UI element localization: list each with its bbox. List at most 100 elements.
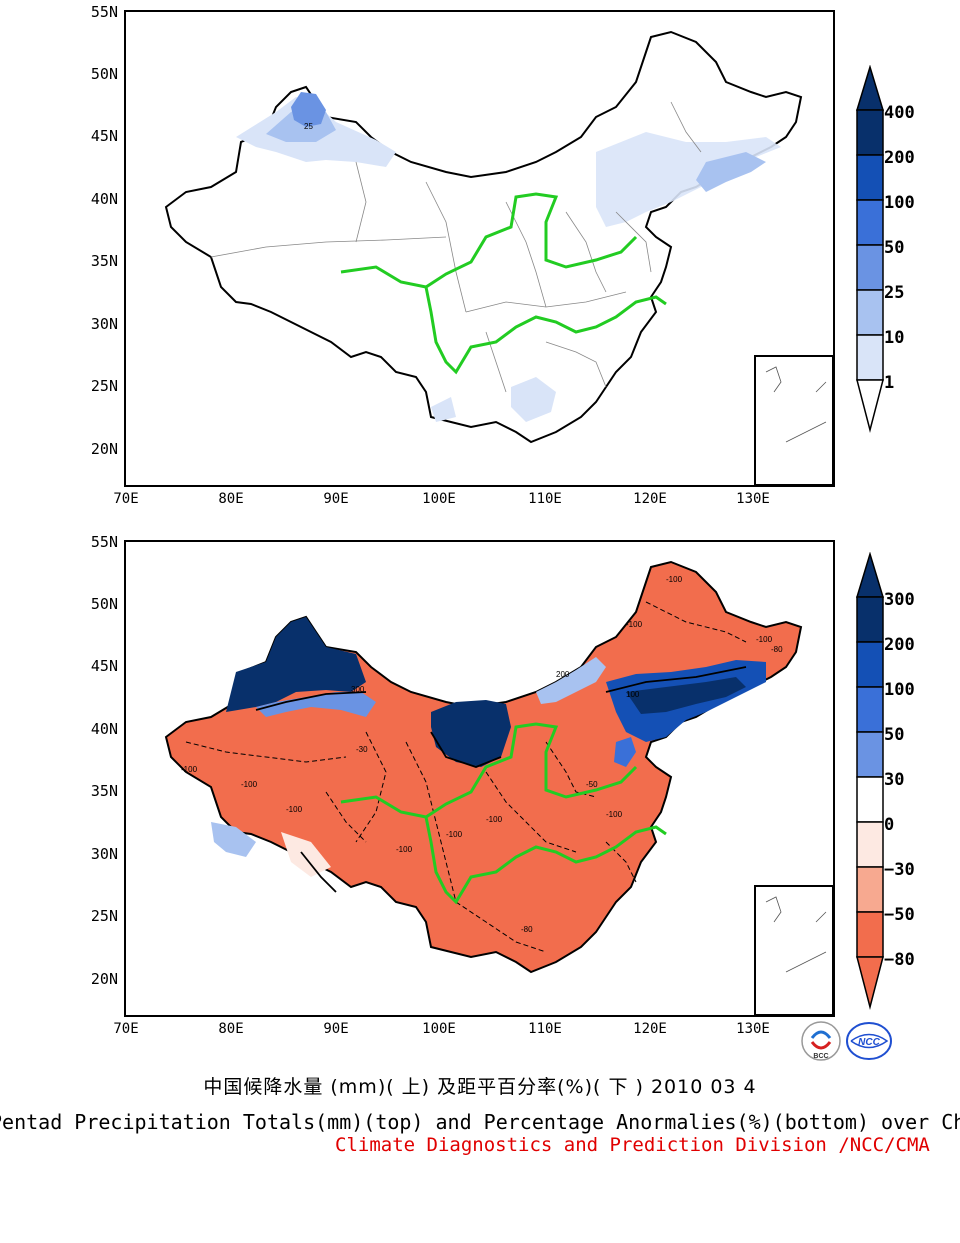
bottom-lat-25: 25N	[90, 907, 118, 925]
top-cbar-label-1: 1	[884, 373, 895, 393]
anomaly-northeast-core	[626, 677, 746, 714]
top-lon-130: 130E	[736, 491, 770, 507]
top-lat-25: 25N	[90, 377, 118, 395]
bottom-contour-label-7: -100	[286, 805, 303, 814]
bottom-contour-label-10: -100	[396, 845, 413, 854]
bottom-contour-label-5: -100	[181, 765, 198, 774]
top-colorbar-seg-100	[856, 199, 884, 246]
precip-shade-xinjiang-core	[291, 92, 326, 127]
bottom-colorbar-seg-300	[856, 596, 884, 643]
bottom-cbar-label-0: 0	[884, 815, 895, 835]
province-boundaries-top	[210, 101, 702, 393]
bottom-contour-label-13: 200	[556, 670, 570, 679]
top-colorbar-seg-200	[856, 154, 884, 201]
bottom-colorbar-seg-0	[856, 821, 884, 868]
top-lat-30: 30N	[90, 315, 118, 333]
bottom-colorbar-seg-m50	[856, 911, 884, 958]
bottom-colorbar	[855, 552, 885, 1010]
bottom-contour-label-14: 100	[626, 690, 640, 699]
top-cbar-label-50: 50	[884, 238, 905, 258]
top-lon-70: 70E	[113, 491, 139, 507]
top-lon-80: 80E	[218, 491, 244, 507]
bottom-lat-35: 35N	[90, 782, 118, 800]
bottom-contour-label-12: 300	[351, 685, 365, 694]
ncc-logo: NCC	[846, 1022, 892, 1060]
bottom-colorbar-seg-100	[856, 686, 884, 733]
yellow-river-top	[340, 192, 638, 289]
top-lat-35: 35N	[90, 252, 118, 270]
bottom-contour-label-3: -100	[756, 635, 773, 644]
bottom-cbar-label-50: 50	[884, 725, 905, 745]
bottom-lon-100: 100E	[422, 1021, 456, 1037]
bottom-contour-label-9: -100	[486, 815, 503, 824]
bottom-lon-90: 90E	[323, 1021, 349, 1037]
china-anomaly-base	[164, 560, 803, 974]
top-lat-20: 20N	[90, 440, 118, 458]
bottom-map-frame: -100 -100 -100 -80 -100 -100 -100 -100 -…	[124, 540, 835, 1017]
bottom-contour-label-4: -80	[771, 645, 783, 654]
top-contour-label: 25	[304, 122, 313, 131]
bottom-lat-20: 20N	[90, 970, 118, 988]
china-outline-top	[164, 30, 803, 444]
bottom-cbar-label-300: 300	[884, 590, 915, 610]
positive-contours	[255, 666, 747, 893]
top-map-svg: 25	[164, 30, 833, 485]
precip-shade-south	[511, 377, 556, 422]
yangtze-river-top	[424, 286, 667, 375]
bottom-lon-70: 70E	[113, 1021, 139, 1037]
top-lon-120: 120E	[633, 491, 667, 507]
precip-shade-northeast-mid	[696, 152, 766, 192]
anomaly-innermongolia	[431, 700, 511, 767]
top-colorbar-seg-400	[856, 109, 884, 156]
anomaly-xinjiang-edge	[256, 692, 376, 717]
top-cbar-label-200: 200	[884, 148, 915, 168]
bottom-colorbar-top-arrow	[855, 552, 885, 598]
precip-shade-tibet	[431, 397, 456, 422]
chinese-title: 中国候降水量 (mm)( 上) 及距平百分率(%)( 下 ) 2010 03 4	[203, 1076, 757, 1098]
top-lat-40: 40N	[90, 190, 118, 208]
bottom-contour-label-15: -50	[586, 780, 598, 789]
bottom-colorbar-bottom-arrow	[856, 956, 884, 1010]
anomaly-innermongolia-edge	[536, 657, 606, 704]
south-china-sea-inset-top	[754, 355, 833, 485]
anomaly-tibet-west	[211, 822, 256, 857]
bottom-lat-55: 55N	[90, 533, 118, 551]
bottom-lon-110: 110E	[528, 1021, 562, 1037]
bcc-logo-text: BCC	[813, 1053, 828, 1060]
bottom-contour-label-2: -100	[626, 620, 643, 629]
top-lat-55: 55N	[90, 3, 118, 21]
bottom-lat-50: 50N	[90, 595, 118, 613]
top-cbar-label-400: 400	[884, 103, 915, 123]
english-title: Pentad Precipitation Totals(mm)(top) and…	[0, 1110, 960, 1134]
top-colorbar	[855, 65, 885, 433]
bottom-cbar-label-m80: −80	[884, 950, 915, 970]
yangtze-river-bottom	[424, 816, 667, 905]
bottom-lat-40: 40N	[90, 720, 118, 738]
top-colorbar-bottom-arrow	[856, 379, 884, 433]
top-cbar-label-100: 100	[884, 193, 915, 213]
anomaly-shandong	[614, 737, 636, 767]
inset-coast-top	[765, 366, 827, 443]
bottom-contour-label-8: -100	[446, 830, 463, 839]
anomaly-xinjiang-north	[226, 617, 366, 712]
bcc-logo: BCC	[801, 1021, 841, 1061]
top-colorbar-seg-10	[856, 334, 884, 381]
top-lat-50: 50N	[90, 65, 118, 83]
yellow-river-bottom	[340, 722, 638, 819]
bottom-cbar-label-m30: −30	[884, 860, 915, 880]
bottom-colorbar-seg-m30	[856, 866, 884, 913]
bottom-contour-label-11: -80	[521, 925, 533, 934]
top-map-frame: 25	[124, 10, 835, 487]
bottom-contour-labels: -100 -100 -100 -80 -100 -100 -100 -100 -…	[181, 575, 783, 934]
bottom-map-svg: -100 -100 -100 -80 -100 -100 -100 -100 -…	[164, 560, 833, 1015]
anomaly-tibet-white	[281, 832, 331, 877]
top-cbar-label-10: 10	[884, 328, 905, 348]
top-lon-110: 110E	[528, 491, 562, 507]
bottom-lon-130: 130E	[736, 1021, 770, 1037]
bottom-lon-120: 120E	[633, 1021, 667, 1037]
ncc-logo-text: NCC	[858, 1037, 880, 1048]
bottom-contour-label-6: -100	[241, 780, 258, 789]
top-colorbar-seg-25	[856, 289, 884, 336]
top-lat-45: 45N	[90, 127, 118, 145]
top-map-panel: 25 55N 50N 45N 40N 35N 30N 25N 20N 70E 8…	[0, 0, 960, 520]
